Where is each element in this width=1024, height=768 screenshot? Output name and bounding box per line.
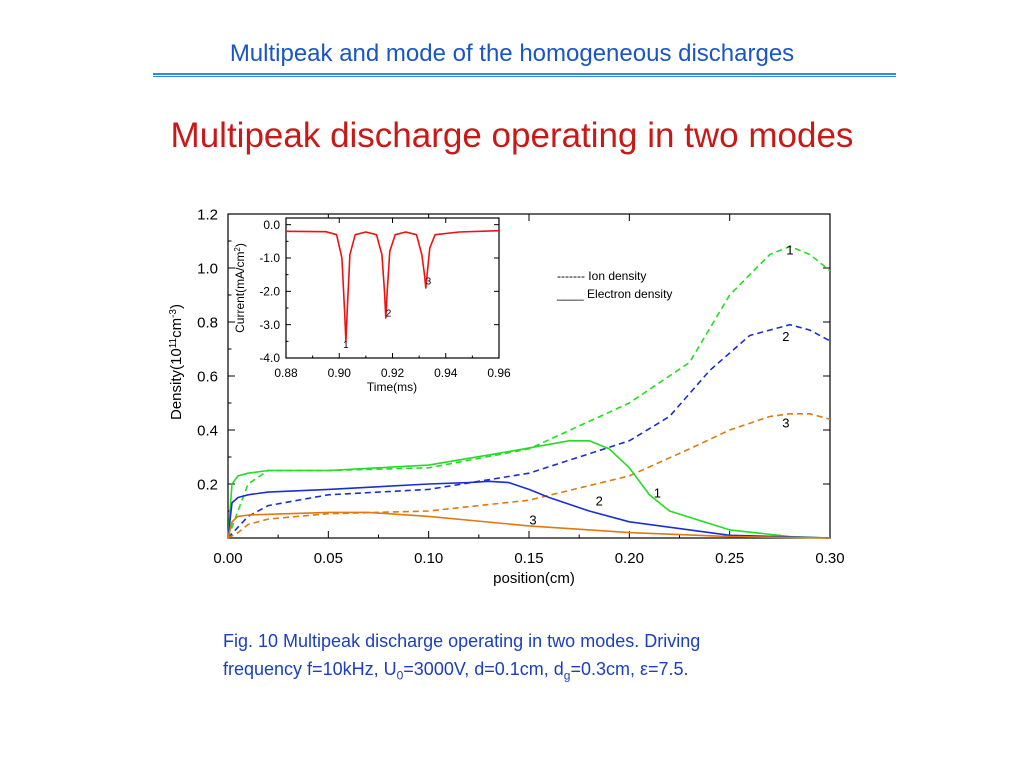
- main-y-tick-label: 1.0: [197, 260, 218, 277]
- main-y-label-end: ): [168, 304, 185, 309]
- main-y-label-mid: cm: [168, 318, 185, 338]
- main-y-tick-label: 0.8: [197, 314, 218, 331]
- inset-y-tick-label: -4.0: [259, 351, 280, 365]
- main-y-tick-label: 0.6: [197, 368, 218, 385]
- main-x-tick-label: 0.15: [514, 550, 543, 567]
- main-series-electron-3: [227, 511, 831, 539]
- main-y-tick-label: 0.2: [197, 476, 218, 493]
- inset-y-axis-label: Current(mA/cm2): [233, 243, 248, 333]
- main-x-tick-label: 0.20: [615, 550, 644, 567]
- legend-ion: ------- Ion density: [557, 269, 646, 283]
- inset-plot: 0.88 0.90 0.92 0.94 0.96 0.0 -1.0 -2.0 -3.0 -4.0 1…: [259, 217, 511, 380]
- main-curve-label: 3: [782, 415, 789, 430]
- main-x-tick-label: 0.30: [815, 550, 844, 567]
- inset-series-current: [285, 229, 500, 343]
- inset-curve-label: 3: [426, 277, 432, 288]
- main-y-label-sup2: -3: [168, 309, 179, 318]
- main-curve-label: 3: [529, 513, 536, 528]
- slide-title: Multipeak discharge operating in two mod…: [170, 116, 854, 155]
- main-x-tick-label: 0.10: [414, 550, 443, 567]
- main-curve-label: 1: [654, 486, 661, 501]
- header-title: Multipeak and mode of the homogeneous di…: [229, 40, 795, 67]
- header-rule: [153, 73, 896, 77]
- main-curve-label: 2: [782, 329, 789, 344]
- main-curve-label: 1: [786, 243, 793, 258]
- inset-x-tick-label: 0.90: [328, 366, 352, 380]
- caption-part-c: =0.3cm, ε=7.5.: [570, 659, 689, 679]
- main-y-label-sup1: 11: [168, 337, 179, 348]
- main-y-axis-label: Density(1011cm-3): [168, 304, 186, 420]
- inset-x-tick-label: 0.92: [381, 366, 405, 380]
- main-y-tick-label: 0.4: [197, 422, 218, 439]
- main-series-electron-2: [227, 480, 831, 539]
- inset-y-label-sup: 2: [233, 247, 242, 252]
- caption-part-a: frequency f=10kHz, U: [223, 659, 397, 679]
- inset-curve-label: 2: [386, 308, 392, 319]
- inset-y-label-end: ): [233, 243, 247, 247]
- main-y-tick-label: 1.2: [197, 206, 218, 223]
- caption-line-2: frequency f=10kHz, U0=3000V, d=0.1cm, dg…: [223, 655, 883, 690]
- inset-y-tick-label: 0.0: [263, 218, 280, 232]
- inset-y-tick-label: -1.0: [259, 251, 280, 265]
- main-series-electron-1: [227, 439, 831, 539]
- legend: ------- Ion density ____ Electron densit…: [556, 269, 672, 301]
- caption-line-1: Fig. 10 Multipeak discharge operating in…: [223, 631, 701, 651]
- main-x-tick-label: 0.05: [314, 550, 343, 567]
- main-y-label-main: Density(10: [168, 348, 185, 420]
- inset-y-label-main: Current(mA/cm: [233, 252, 247, 333]
- caption-sub-u0: 0: [396, 668, 404, 683]
- legend-electron: ____ Electron density: [556, 287, 672, 301]
- main-x-tick-label: 0.25: [715, 550, 744, 567]
- inset-x-tick-label: 0.94: [434, 366, 458, 380]
- caption-part-b: =3000V, d=0.1cm, d: [403, 659, 564, 679]
- main-curve-label: 2: [596, 494, 603, 509]
- inset-x-axis-label: Time(ms): [367, 380, 417, 394]
- main-series-ion-1: [227, 245, 831, 539]
- inset-y-tick-label: -2.0: [259, 285, 280, 299]
- inset-plot-frame: [285, 217, 500, 359]
- inset-y-tick-label: -3.0: [259, 318, 280, 332]
- caption-sub-dg: g: [563, 668, 571, 683]
- main-x-tick-label: 0.00: [213, 550, 242, 567]
- inset-x-tick-label: 0.96: [487, 366, 511, 380]
- inset-curve-label: 1: [343, 340, 349, 351]
- figure-caption: Fig. 10 Multipeak discharge operating in…: [223, 627, 883, 690]
- main-x-axis-label: position(cm): [493, 570, 575, 587]
- inset-x-tick-label: 0.88: [274, 366, 298, 380]
